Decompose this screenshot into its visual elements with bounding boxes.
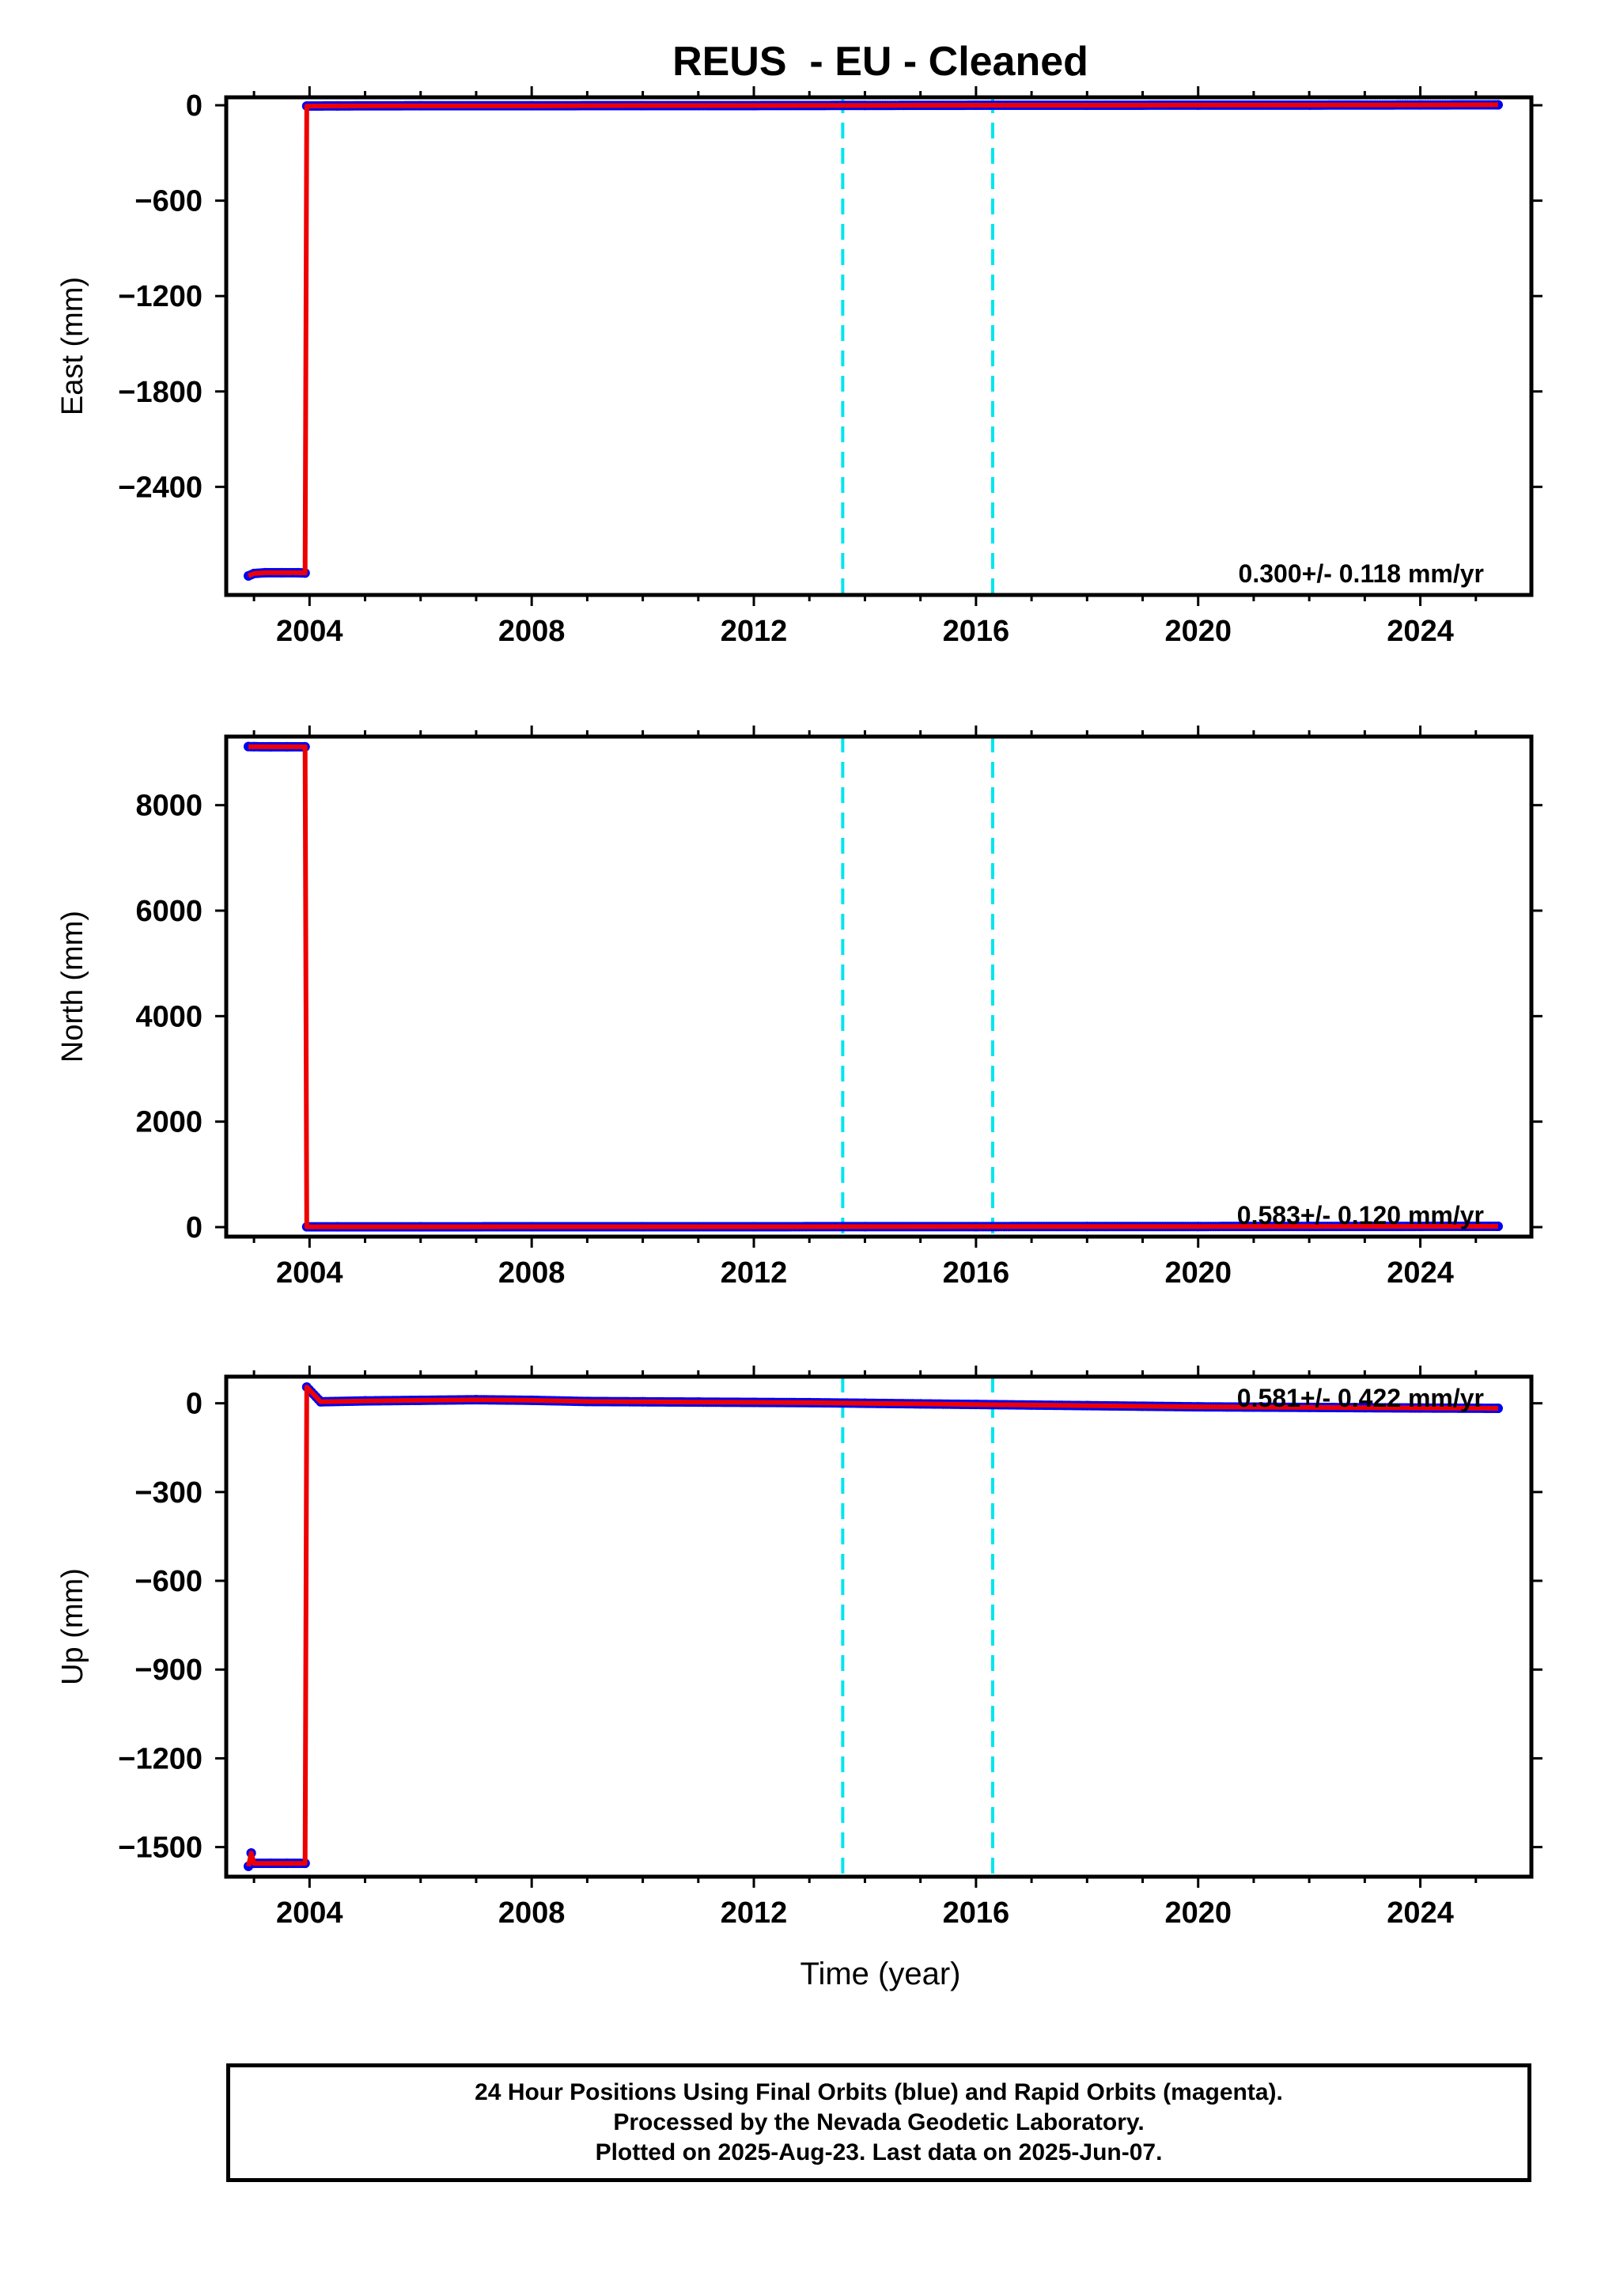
panel-east: 2004 2008 2012 2016 2020 2024 0 −600 −1200 −1800 −… — [56, 86, 1542, 648]
y-tick-label: −900 — [134, 1654, 202, 1687]
velocity-rate-label: 0.581+/- 0.422 mm/yr — [1237, 1384, 1484, 1412]
model-fit-line — [246, 1385, 1498, 1867]
x-tick-label: 2020 — [1164, 1256, 1232, 1290]
y-axis-label: Up (mm) — [56, 1568, 89, 1685]
x-tick-label: 2012 — [721, 1256, 788, 1290]
footer-line-plotted: Plotted on 2025-Aug-23. Last data on 202… — [595, 2139, 1163, 2165]
x-tick-label: 2012 — [721, 615, 788, 648]
y-tick-label: −600 — [134, 1565, 202, 1598]
y-tick-label: −300 — [134, 1476, 202, 1510]
y-tick-label: 2000 — [135, 1106, 202, 1139]
velocity-rate-label: 0.583+/- 0.120 mm/yr — [1237, 1201, 1484, 1229]
x-tick-label: 2016 — [943, 1896, 1010, 1930]
panel-up: 2004 2008 2012 2016 2020 2024 0 −300 −600 −900 −12… — [56, 1366, 1542, 1930]
chart-canvas: REUS - EU - Cleaned Time (year) 2004 2008… — [56, 39, 1542, 1991]
panel-frame — [224, 95, 1534, 597]
footer-line-orbits: 24 Hour Positions Using Final Orbits (bl… — [475, 2079, 1283, 2105]
x-tick-label: 2012 — [721, 1896, 788, 1930]
x-tick-label: 2004 — [276, 1896, 343, 1930]
plot-area — [244, 1382, 1503, 1871]
y-tick-label: 0 — [186, 1388, 202, 1421]
y-tick-label: 4000 — [135, 1000, 202, 1033]
x-tick-label: 2024 — [1387, 1896, 1454, 1930]
y-axis-label: East (mm) — [56, 277, 89, 415]
x-tick-label: 2020 — [1164, 1896, 1232, 1930]
x-tick-label: 2008 — [498, 1256, 566, 1290]
footer-box: 24 Hour Positions Using Final Orbits (bl… — [226, 2063, 1531, 2182]
y-axis-label: North (mm) — [56, 911, 89, 1063]
y-tick-label: 8000 — [135, 790, 202, 823]
x-tick-label: 2024 — [1387, 615, 1454, 648]
model-fit-line — [248, 744, 1498, 1229]
y-tick-label: −1500 — [118, 1832, 202, 1865]
plot-area — [244, 100, 1503, 581]
panel-frame — [224, 734, 1534, 1239]
y-tick-label: −600 — [134, 185, 202, 218]
y-tick-label: −2400 — [118, 471, 202, 504]
y-tick-label: −1200 — [118, 280, 202, 313]
x-tick-label: 2004 — [276, 615, 343, 648]
x-tick-label: 2024 — [1387, 1256, 1454, 1290]
velocity-rate-label: 0.300+/- 0.118 mm/yr — [1239, 559, 1484, 588]
footer-line-processed: Processed by the Nevada Geodetic Laborat… — [613, 2109, 1145, 2135]
x-tick-label: 2016 — [943, 1256, 1010, 1290]
chart-title: REUS - EU - Cleaned — [672, 39, 1088, 85]
y-tick-label: 6000 — [135, 895, 202, 928]
x-tick-label: 2020 — [1164, 615, 1232, 648]
y-tick-label: −1800 — [118, 376, 202, 409]
y-tick-label: 0 — [186, 89, 202, 123]
plot-area — [244, 741, 1503, 1232]
x-tick-label: 2008 — [498, 1896, 566, 1930]
x-tick-label: 2016 — [943, 615, 1010, 648]
x-axis-label: Time (year) — [800, 1957, 961, 1991]
x-tick-label: 2004 — [276, 1256, 343, 1290]
y-tick-label: 0 — [186, 1211, 202, 1245]
x-tick-label: 2008 — [498, 615, 566, 648]
model-fit-line — [247, 102, 1498, 578]
panel-frame — [224, 1374, 1534, 1879]
y-tick-label: −1200 — [118, 1742, 202, 1775]
panel-north: 2004 2008 2012 2016 2020 2024 8000 6000 4000 2000… — [56, 726, 1542, 1290]
